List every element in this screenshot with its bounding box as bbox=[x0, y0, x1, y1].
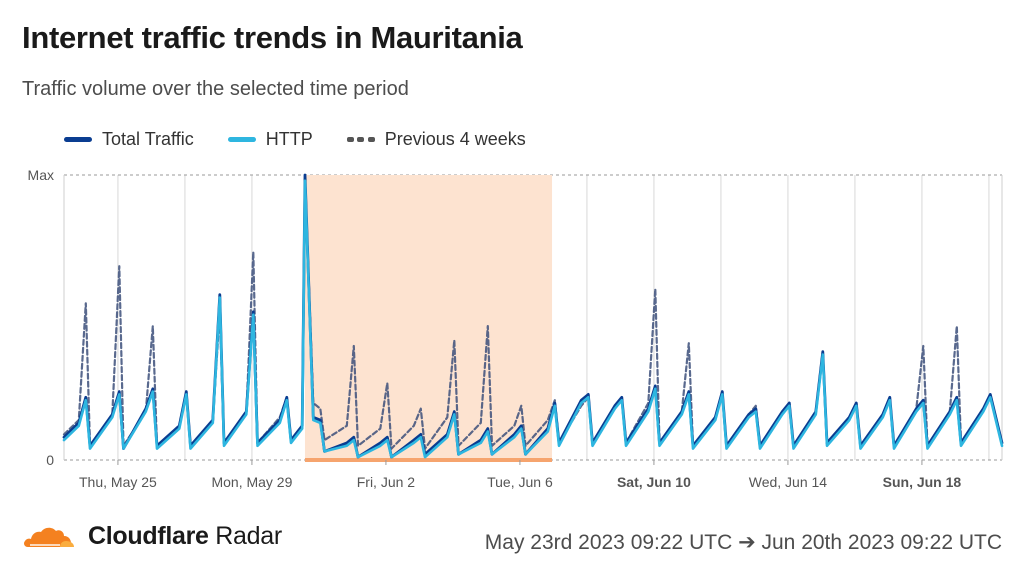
cloudflare-cloud-icon bbox=[24, 527, 74, 547]
legend-item-previous-4-weeks[interactable]: Previous 4 weeks bbox=[346, 129, 526, 150]
legend-item-http[interactable]: HTTP bbox=[227, 129, 313, 150]
x-tick-label: Fri, Jun 2 bbox=[357, 474, 416, 490]
brand-name: Cloudflare Radar bbox=[88, 522, 282, 551]
legend-label-http: HTTP bbox=[265, 129, 313, 149]
x-tick-label: Wed, Jun 14 bbox=[749, 474, 828, 490]
legend-swatch-total-traffic bbox=[64, 137, 92, 142]
chart-legend: Total Traffic HTTP Previous 4 weeks bbox=[64, 129, 560, 150]
chart-axes: Max 0 Thu, May 25 Mon, May 29 Fri, Jun 2 Tue,… bbox=[28, 167, 962, 490]
legend-swatch-previous-4-weeks bbox=[346, 137, 375, 142]
cloudflare-radar-logo: Cloudflare Radar bbox=[22, 522, 282, 551]
series-line-http bbox=[62, 179, 1004, 459]
x-tick-label: Thu, May 25 bbox=[79, 474, 157, 490]
chart-subtitle: Traffic volume over the selected time pe… bbox=[22, 78, 409, 100]
y-label-zero: 0 bbox=[46, 452, 54, 468]
x-tick-label: Sat, Jun 10 bbox=[617, 474, 691, 490]
chart-title: Internet traffic trends in Mauritania bbox=[22, 20, 523, 55]
y-label-max: Max bbox=[28, 167, 54, 183]
chart-series bbox=[62, 173, 1004, 459]
legend-label-previous-4-weeks: Previous 4 weeks bbox=[384, 129, 526, 149]
chart-highlight bbox=[304, 175, 553, 462]
x-tick-label: Sun, Jun 18 bbox=[883, 474, 962, 490]
traffic-chart: Max 0 Thu, May 25 Mon, May 29 Fri, Jun 2 Tue,… bbox=[28, 167, 1004, 490]
x-tick-label: Tue, Jun 6 bbox=[487, 474, 553, 490]
brand-name-radar: Radar bbox=[215, 522, 282, 550]
legend-label-total-traffic: Total Traffic bbox=[102, 129, 194, 149]
highlight-bar bbox=[304, 458, 553, 462]
date-range: May 23rd 2023 09:22 UTC ➔ Jun 20th 2023 … bbox=[484, 531, 1002, 554]
legend-item-total-traffic[interactable]: Total Traffic bbox=[64, 129, 194, 150]
highlight-band bbox=[304, 175, 553, 460]
x-tick-label: Mon, May 29 bbox=[211, 474, 292, 490]
brand-name-cloudflare: Cloudflare bbox=[88, 522, 209, 550]
legend-swatch-http bbox=[227, 137, 256, 142]
